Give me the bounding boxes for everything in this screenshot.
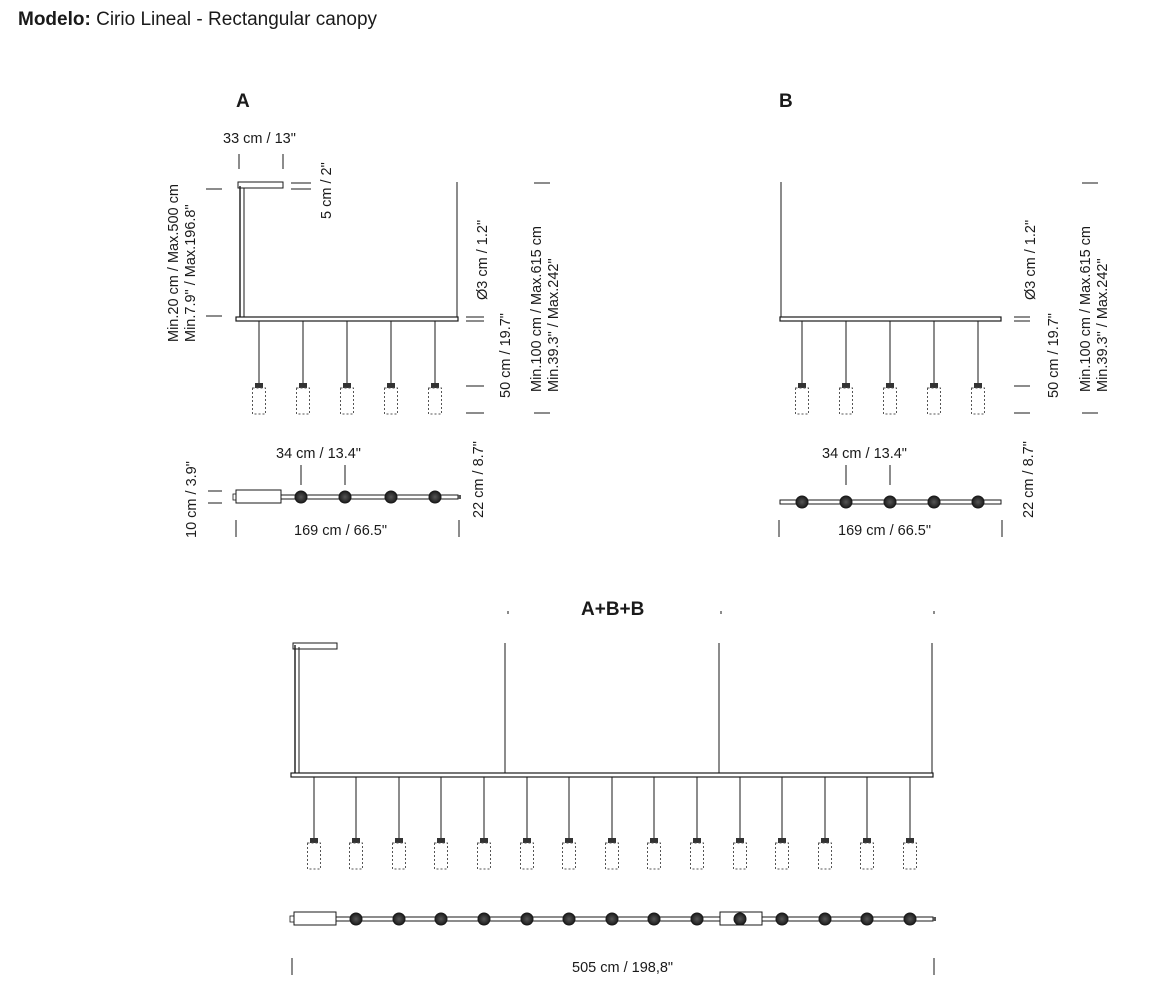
a-bar bbox=[235, 316, 459, 322]
combo-plan-pendant bbox=[775, 912, 789, 926]
combo-bar bbox=[290, 772, 934, 778]
combo-canopy bbox=[292, 642, 338, 650]
combo-pendant-cap bbox=[437, 838, 445, 843]
a-pendant-length-label: 50 cm / 19.7" bbox=[498, 313, 514, 398]
model-header: Modelo: Cirio Lineal - Rectangular canop… bbox=[18, 9, 377, 31]
combo-plan-pendant bbox=[733, 912, 747, 926]
b-overall-drop-in-label: Min.39.3" / Max.242" bbox=[1095, 258, 1111, 392]
a-overall-drop-in-label: Min.39.3" / Max.242" bbox=[546, 258, 562, 392]
combo-plan-canopy bbox=[293, 911, 337, 926]
a-canopy-height-label: 5 cm / 2" bbox=[319, 162, 335, 219]
combo-pendant-shade bbox=[562, 842, 576, 870]
combo-pendant-cap bbox=[650, 838, 658, 843]
combo-pendant-cap bbox=[480, 838, 488, 843]
combo-pendant-shade bbox=[733, 842, 747, 870]
combo-pendant-shade bbox=[349, 842, 363, 870]
b-pendant-length-label: 50 cm / 19.7" bbox=[1046, 313, 1062, 398]
combo-pendant-shade bbox=[775, 842, 789, 870]
model-name: Cirio Lineal - Rectangular canopy bbox=[96, 9, 378, 30]
combo-plan-pendants bbox=[349, 912, 917, 926]
combo-pendants bbox=[307, 777, 917, 870]
combo-pendant-cap bbox=[523, 838, 531, 843]
combo-pendant-shade bbox=[392, 842, 406, 870]
combo-plan-pendant bbox=[392, 912, 406, 926]
a-overall-drop-label: Min.100 cm / Max.615 cm bbox=[529, 226, 545, 392]
combo-plan-pendant bbox=[903, 912, 917, 926]
a-spacing-label: 34 cm / 13.4" bbox=[276, 446, 361, 462]
combo-plan-pendant bbox=[562, 912, 576, 926]
a-total-length-label: 169 cm / 66.5" bbox=[294, 523, 387, 539]
a-depth-label: 10 cm / 3.9" bbox=[184, 461, 200, 538]
a-canopy bbox=[237, 181, 284, 189]
combo-plan-pendant bbox=[477, 912, 491, 926]
combo-pendant-shade bbox=[690, 842, 704, 870]
combo-pendant-cap bbox=[693, 838, 701, 843]
diagram-a-title: A bbox=[236, 91, 250, 112]
combo-plan-pendant bbox=[349, 912, 363, 926]
a-canopy-drop-in-label: Min.7.9" / Max.196.8" bbox=[183, 204, 199, 342]
combo-plan-pendant bbox=[860, 912, 874, 926]
diagram-a: A 33 cm / 13" 5 cm / 2" Min.20 cm / Max.… bbox=[166, 91, 562, 539]
combo-plan-pendant bbox=[434, 912, 448, 926]
combo-pendant-cap bbox=[608, 838, 616, 843]
combo-pendant-shade bbox=[520, 842, 534, 870]
combo-plan-pendant bbox=[647, 912, 661, 926]
a-pendants bbox=[252, 321, 442, 415]
combo-pendant-shade bbox=[647, 842, 661, 870]
combo-pendant-cap bbox=[736, 838, 744, 843]
combo-plan-pendant bbox=[818, 912, 832, 926]
diagram-combo-title: A+B+B bbox=[581, 599, 644, 620]
combo-plan-pendant bbox=[520, 912, 534, 926]
combo-pendant-cap bbox=[310, 838, 318, 843]
b-total-length-label: 169 cm / 66.5" bbox=[838, 523, 931, 539]
diagram-b: B Ø3 cm / 1.2" 50 cm / 19.7" Min.100 cm … bbox=[778, 91, 1111, 539]
b-diameter-label: Ø3 cm / 1.2" bbox=[1023, 220, 1039, 300]
combo-plan-pendant bbox=[605, 912, 619, 926]
combo-pendant-cap bbox=[863, 838, 871, 843]
a-canopy-drop-label: Min.20 cm / Max.500 cm bbox=[166, 184, 182, 342]
combo-pendant-shade bbox=[605, 842, 619, 870]
combo-pendant-shade bbox=[818, 842, 832, 870]
b-spacing-label: 34 cm / 13.4" bbox=[822, 446, 907, 462]
combo-pendant-shade bbox=[434, 842, 448, 870]
combo-pendant-cap bbox=[565, 838, 573, 843]
combo-pendant-shade bbox=[860, 842, 874, 870]
diagram-combo: A+B+B 505 cm / 198,8" bbox=[289, 599, 936, 976]
b-bar bbox=[779, 316, 1002, 322]
b-overall-drop-label: Min.100 cm / Max.615 cm bbox=[1078, 226, 1094, 392]
combo-plan-bar bbox=[335, 916, 934, 922]
a-diameter-label: Ø3 cm / 1.2" bbox=[475, 220, 491, 300]
diagram-b-title: B bbox=[779, 91, 793, 112]
a-plan-depth-label: 22 cm / 8.7" bbox=[471, 441, 487, 518]
combo-pendant-shade bbox=[477, 842, 491, 870]
a-plan-pendants bbox=[294, 490, 442, 504]
combo-pendant-shade bbox=[903, 842, 917, 870]
b-plan-depth-label: 22 cm / 8.7" bbox=[1021, 441, 1037, 518]
combo-pendant-cap bbox=[906, 838, 914, 843]
combo-pendant-cap bbox=[778, 838, 786, 843]
combo-pendant-shade bbox=[307, 842, 321, 870]
combo-total-length-label: 505 cm / 198,8" bbox=[572, 960, 673, 976]
combo-pendant-cap bbox=[352, 838, 360, 843]
a-plan-canopy bbox=[235, 489, 282, 504]
model-label: Modelo: bbox=[18, 9, 91, 30]
b-pendants bbox=[795, 321, 985, 415]
a-canopy-width-label: 33 cm / 13" bbox=[223, 131, 296, 147]
combo-plan-pendant bbox=[690, 912, 704, 926]
combo-pendant-cap bbox=[395, 838, 403, 843]
b-plan-pendants bbox=[795, 495, 985, 509]
combo-pendant-cap bbox=[821, 838, 829, 843]
